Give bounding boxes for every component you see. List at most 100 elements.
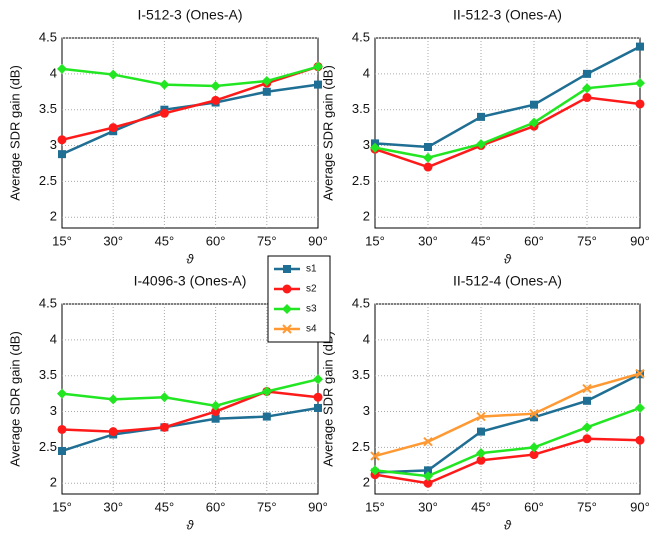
x-tick-label: 45° — [155, 499, 175, 514]
marker — [582, 434, 592, 444]
marker — [582, 93, 592, 103]
series-line — [61, 65, 319, 88]
x-tick-label: 75° — [257, 499, 277, 514]
legend-label: s4 — [306, 324, 317, 335]
marker — [314, 403, 322, 412]
y-tick-label: 2 — [50, 209, 57, 224]
x-tick-label: 45° — [471, 233, 491, 248]
y-tick-label: 4 — [363, 331, 370, 346]
x-tick-label: 60° — [524, 499, 544, 514]
x-tick-label: 45° — [471, 499, 491, 514]
marker — [423, 478, 433, 488]
series-line — [61, 65, 319, 142]
marker — [262, 87, 271, 96]
marker — [261, 386, 272, 397]
x-axis-label: ϑ — [186, 517, 194, 532]
y-tick-label: 2.5 — [352, 173, 370, 188]
marker — [57, 63, 67, 74]
y-tick-label: 2 — [363, 209, 370, 224]
marker — [211, 407, 221, 417]
marker — [477, 112, 485, 121]
marker — [476, 139, 486, 150]
marker — [210, 81, 221, 92]
plot-area — [61, 37, 319, 229]
marker — [211, 95, 221, 105]
x-tick-label: 60° — [206, 233, 226, 248]
marker — [529, 450, 539, 460]
marker — [635, 402, 645, 413]
marker — [211, 414, 220, 423]
marker — [58, 446, 66, 455]
marker — [423, 436, 433, 447]
marker — [262, 412, 271, 421]
marker — [108, 123, 118, 133]
marker — [108, 394, 119, 405]
x-tick-label: 45° — [155, 233, 175, 248]
marker — [635, 99, 645, 109]
x-tick-label: 90° — [630, 499, 650, 514]
series-line — [61, 390, 319, 433]
marker — [636, 42, 644, 51]
y-tick-label: 3 — [363, 403, 370, 418]
series-line — [61, 378, 319, 408]
marker — [159, 79, 170, 90]
plot-area — [374, 303, 641, 495]
marker — [635, 435, 645, 445]
series-line — [61, 406, 319, 453]
x-tick-label: 15° — [52, 499, 72, 514]
y-axis-label: Average SDR gain (dB) — [320, 331, 335, 467]
y-tick-label: 4 — [363, 65, 370, 80]
marker — [108, 69, 119, 80]
marker — [477, 427, 485, 436]
marker — [282, 324, 292, 334]
marker — [370, 142, 380, 153]
marker — [58, 150, 66, 159]
marker — [476, 411, 486, 422]
marker — [57, 424, 67, 434]
marker — [313, 61, 323, 72]
x-axis-label: ϑ — [504, 251, 512, 266]
marker — [57, 135, 67, 145]
y-axis-label: Average SDR gain (dB) — [7, 65, 22, 201]
y-tick-label: 3.5 — [352, 101, 370, 116]
x-tick-label: 90° — [308, 233, 328, 248]
y-tick-label: 4 — [50, 331, 57, 346]
y-tick-label: 4.5 — [352, 295, 370, 310]
marker — [582, 83, 592, 94]
x-tick-label: 75° — [577, 499, 597, 514]
series-line — [374, 373, 641, 474]
marker — [313, 374, 323, 385]
marker — [370, 465, 380, 476]
series-line — [374, 96, 641, 169]
marker — [283, 265, 291, 273]
y-tick-label: 4.5 — [352, 29, 370, 44]
marker — [423, 471, 433, 482]
y-tick-label: 3.5 — [39, 101, 57, 116]
x-tick-label: 30° — [418, 499, 438, 514]
marker — [282, 304, 292, 314]
marker — [635, 78, 645, 89]
x-axis-label: ϑ — [504, 517, 512, 532]
marker — [370, 451, 380, 461]
y-tick-label: 3 — [50, 137, 57, 152]
series-line — [374, 437, 641, 485]
y-axis-label: Average SDR gain (dB) — [7, 331, 22, 467]
y-tick-label: 4 — [50, 65, 57, 80]
legend-label: s3 — [306, 304, 317, 315]
series-line — [374, 81, 641, 160]
marker — [108, 427, 118, 437]
marker — [582, 383, 592, 394]
y-tick-label: 2 — [50, 475, 57, 490]
marker — [476, 455, 486, 465]
x-tick-label: 60° — [524, 233, 544, 248]
marker — [313, 392, 323, 402]
x-tick-label: 30° — [103, 233, 123, 248]
x-tick-label: 15° — [52, 233, 72, 248]
x-tick-label: 30° — [418, 233, 438, 248]
marker — [529, 117, 539, 128]
x-tick-label: 90° — [630, 233, 650, 248]
marker — [424, 466, 432, 475]
x-tick-label: 30° — [103, 499, 123, 514]
marker — [314, 80, 322, 89]
chart-title: I-4096-3 (Ones-A) — [134, 273, 247, 289]
